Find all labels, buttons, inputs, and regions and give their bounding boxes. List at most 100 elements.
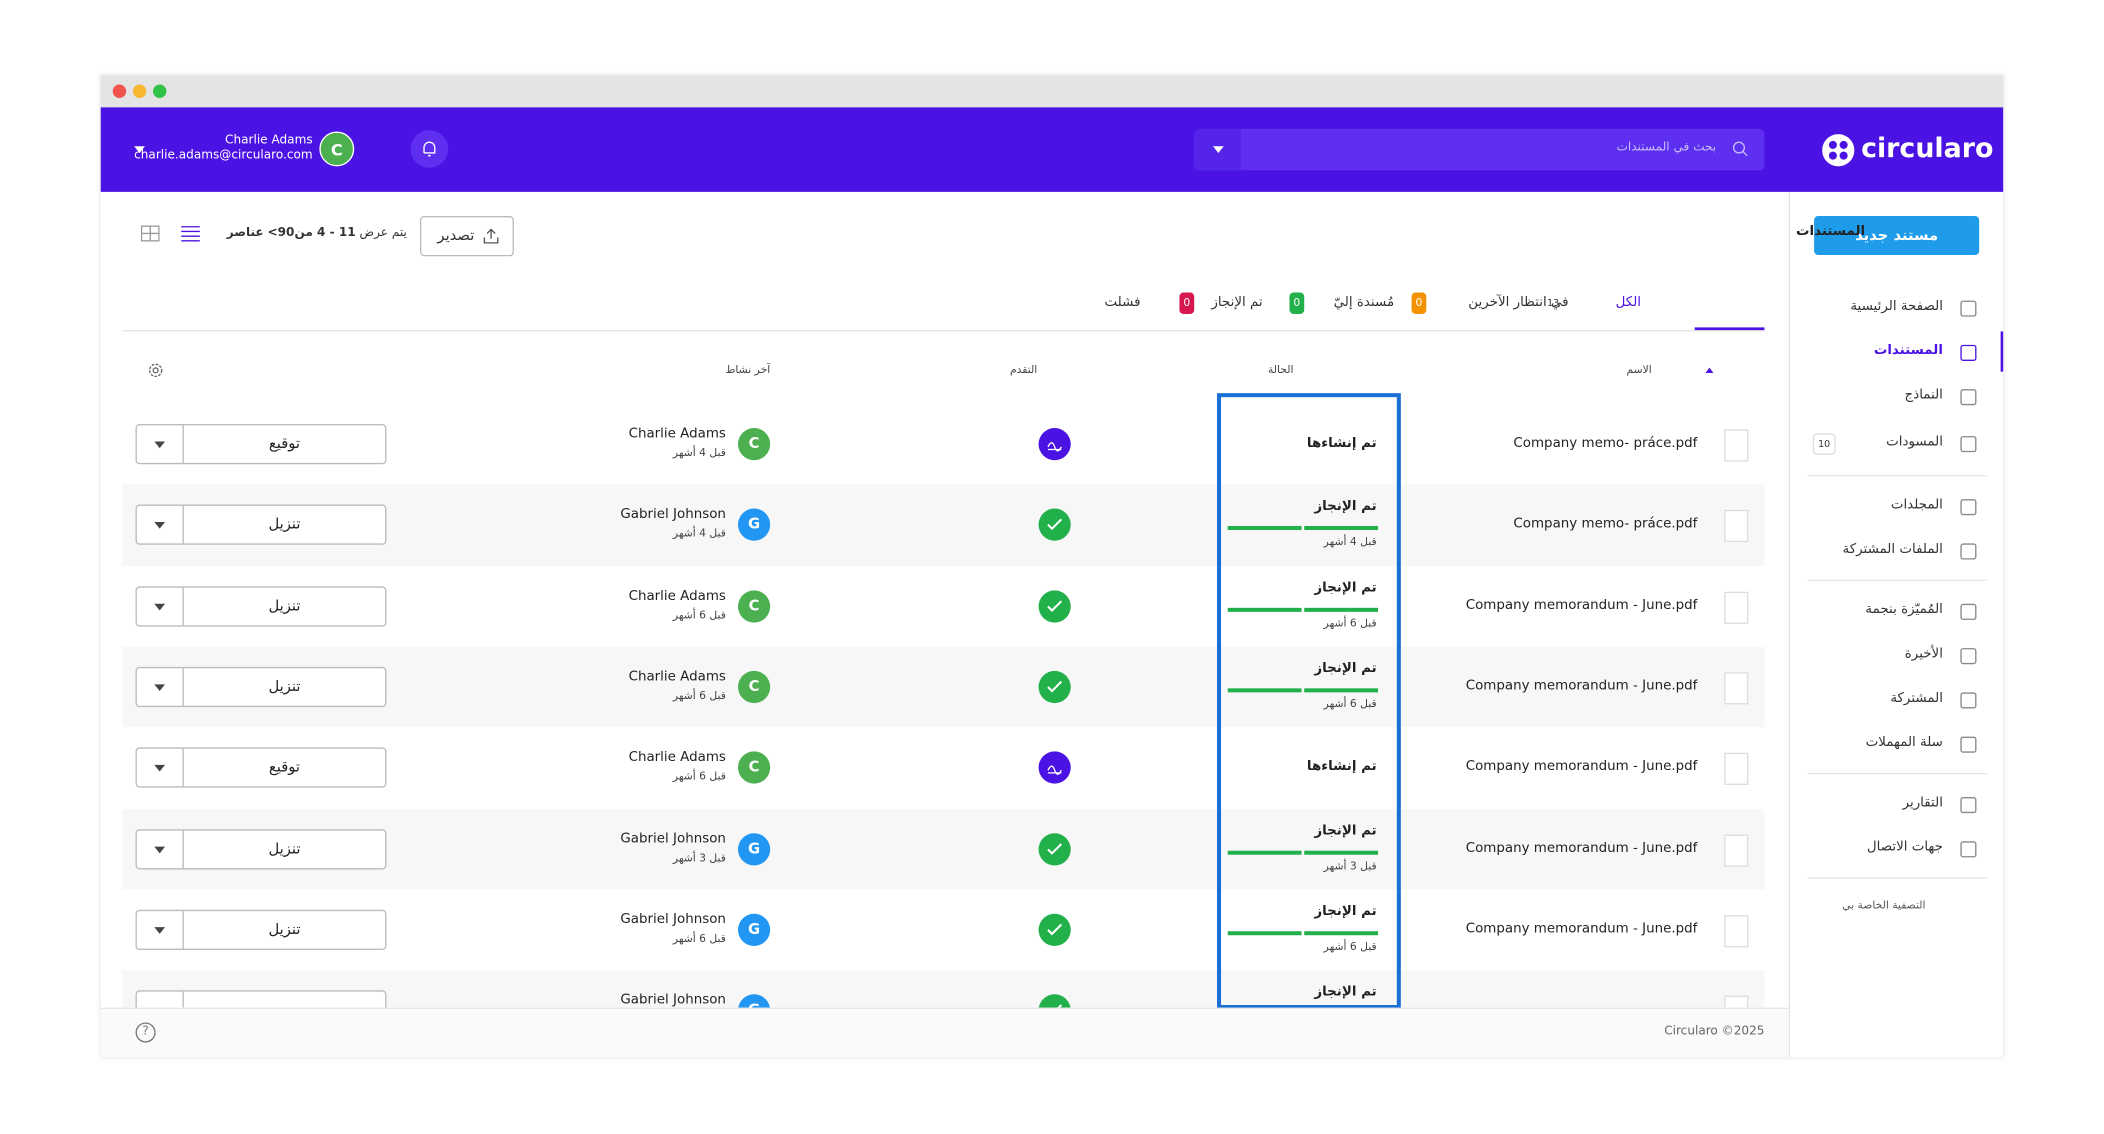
- status-time: قبل 6 أشهر: [1323, 697, 1377, 710]
- sidebar-item[interactable]: المشتركة: [1890, 691, 1943, 706]
- action-dropdown[interactable]: [137, 910, 184, 949]
- action-label[interactable]: تنزيل: [268, 839, 301, 857]
- user-name: Gabriel Johnson: [620, 507, 726, 523]
- search-box[interactable]: بحث في المستندات: [1194, 128, 1765, 171]
- sidebar-item[interactable]: الصفحة الرئيسية: [1850, 299, 1943, 314]
- table-row[interactable]: [122, 565, 1765, 647]
- sidebar-icon: [1960, 736, 1977, 753]
- progress-bar: [1227, 688, 1302, 693]
- user-avatar: G: [737, 913, 771, 946]
- file-name: Company memo- práce.pdf: [1513, 517, 1698, 532]
- action-button[interactable]: تنزيل: [135, 909, 387, 950]
- action-button[interactable]: توقيع: [135, 424, 387, 465]
- file-icon: [1724, 995, 1749, 1008]
- sidebar-filter[interactable]: التصفية الخاصة بي: [1842, 899, 1926, 912]
- export-button[interactable]: تصدير: [419, 216, 514, 257]
- user-avatar: G: [737, 994, 771, 1008]
- file-icon: [1724, 915, 1749, 948]
- user-name: Charlie Adams: [225, 134, 313, 148]
- sidebar-item[interactable]: النماذج: [1904, 387, 1943, 403]
- sidebar-icon: [1960, 300, 1977, 317]
- file-name: Company memo- práce.pdf: [1513, 436, 1698, 452]
- action-dropdown[interactable]: [137, 991, 184, 1008]
- tab-count: 13: [1547, 297, 1560, 309]
- app-window: circularo بحث في المستندات C Charlie Ada…: [100, 75, 2004, 1058]
- sign-glyph: [1047, 442, 1062, 452]
- caret: [154, 684, 166, 696]
- action-dropdown[interactable]: [137, 425, 184, 464]
- grid-view[interactable]: [140, 225, 160, 242]
- logo-icon: [1822, 134, 1855, 167]
- action-label[interactable]: تنزيل: [268, 920, 301, 938]
- user-avatar: C: [737, 590, 771, 623]
- search-filter[interactable]: [1194, 128, 1242, 171]
- tab[interactable]: تم الإنجاز: [1211, 295, 1263, 310]
- table-row[interactable]: [122, 727, 1765, 809]
- action-button[interactable]: تنزيل: [135, 666, 387, 708]
- sidebar-item[interactable]: الأخيرة: [1904, 646, 1943, 662]
- user-avatar[interactable]: C: [319, 131, 355, 167]
- list-view[interactable]: [181, 225, 200, 242]
- action-dropdown[interactable]: [137, 668, 184, 706]
- action-button[interactable]: تنزيل: [135, 586, 387, 627]
- table-settings[interactable]: [148, 362, 164, 378]
- sidebar-item[interactable]: الملفات المشتركة: [1842, 542, 1943, 557]
- action-button[interactable]: تنزيل: [135, 828, 387, 870]
- table-row[interactable]: [122, 970, 1765, 1008]
- table-row[interactable]: [122, 403, 1765, 485]
- status: تم الإنجاز: [1314, 823, 1377, 839]
- new-document-button[interactable]: مستند جديد: [1814, 216, 1980, 255]
- caret: [154, 441, 166, 454]
- tab-count: 0: [1179, 292, 1195, 314]
- tab[interactable]: في انتظار الآخرين: [1468, 295, 1569, 310]
- table-row[interactable]: [122, 889, 1765, 971]
- close-dot[interactable]: [112, 84, 127, 98]
- action-label[interactable]: تنزيل: [268, 515, 301, 534]
- user-menu-caret[interactable]: [134, 146, 145, 158]
- help-button[interactable]: ?: [135, 1022, 156, 1043]
- action-dropdown[interactable]: [137, 830, 184, 868]
- max-dot[interactable]: [152, 84, 167, 98]
- tab[interactable]: مُسندة إليّ: [1333, 295, 1395, 310]
- user-name: Gabriel Johnson: [620, 912, 726, 928]
- sidebar-item[interactable]: سلة المهملات: [1865, 735, 1943, 751]
- sidebar-item[interactable]: المستندات: [1873, 343, 1943, 359]
- sidebar-item[interactable]: جهات الاتصال: [1866, 839, 1943, 855]
- tab[interactable]: فشلت: [1104, 295, 1141, 310]
- action-label[interactable]: تنزيل: [268, 596, 301, 615]
- user-time: قبل 4 أشهر: [672, 447, 726, 460]
- sidebar-icon: [1960, 389, 1977, 406]
- sidebar-item[interactable]: التقارير: [1902, 795, 1943, 811]
- file-icon: [1724, 591, 1749, 624]
- min-dot[interactable]: [132, 84, 147, 98]
- sidebar-item[interactable]: المُميّزة بنجمة: [1865, 602, 1943, 618]
- action-label[interactable]: تنزيل: [268, 677, 301, 696]
- action-button[interactable]: [135, 990, 387, 1008]
- sidebar-icon: [1960, 436, 1977, 453]
- column-header[interactable]: الاسم: [1626, 363, 1652, 376]
- action-label[interactable]: توقيع: [268, 758, 301, 777]
- action-button[interactable]: تنزيل: [135, 505, 387, 546]
- table-row[interactable]: [122, 646, 1765, 728]
- sidebar-icon: [1960, 603, 1977, 620]
- done-icon: [1038, 509, 1071, 542]
- sidebar-item[interactable]: المجلدات: [1890, 497, 1943, 513]
- sidebar-item[interactable]: المسودات: [1886, 434, 1943, 450]
- action-dropdown[interactable]: [137, 749, 184, 787]
- sort-indicator: [706, 364, 714, 375]
- notifications[interactable]: [410, 130, 449, 168]
- done-icon: [1038, 670, 1071, 704]
- column-header[interactable]: آخر نشاط: [725, 363, 771, 376]
- tab[interactable]: الكل: [1615, 295, 1642, 310]
- action-dropdown[interactable]: [137, 587, 184, 625]
- action-dropdown[interactable]: [137, 506, 184, 545]
- action-button[interactable]: توقيع: [135, 747, 387, 789]
- table-row[interactable]: [122, 484, 1765, 566]
- table-row[interactable]: [122, 808, 1765, 890]
- file-name: Company memorandum - June.pdf: [1465, 759, 1698, 775]
- action-label[interactable]: توقيع: [268, 434, 301, 453]
- user-name: Charlie Adams: [628, 426, 726, 442]
- user-name: Gabriel Johnson: [620, 831, 726, 847]
- column-header: التقدم: [1009, 363, 1038, 376]
- copyright: Circularo ©2025: [1664, 1025, 1765, 1039]
